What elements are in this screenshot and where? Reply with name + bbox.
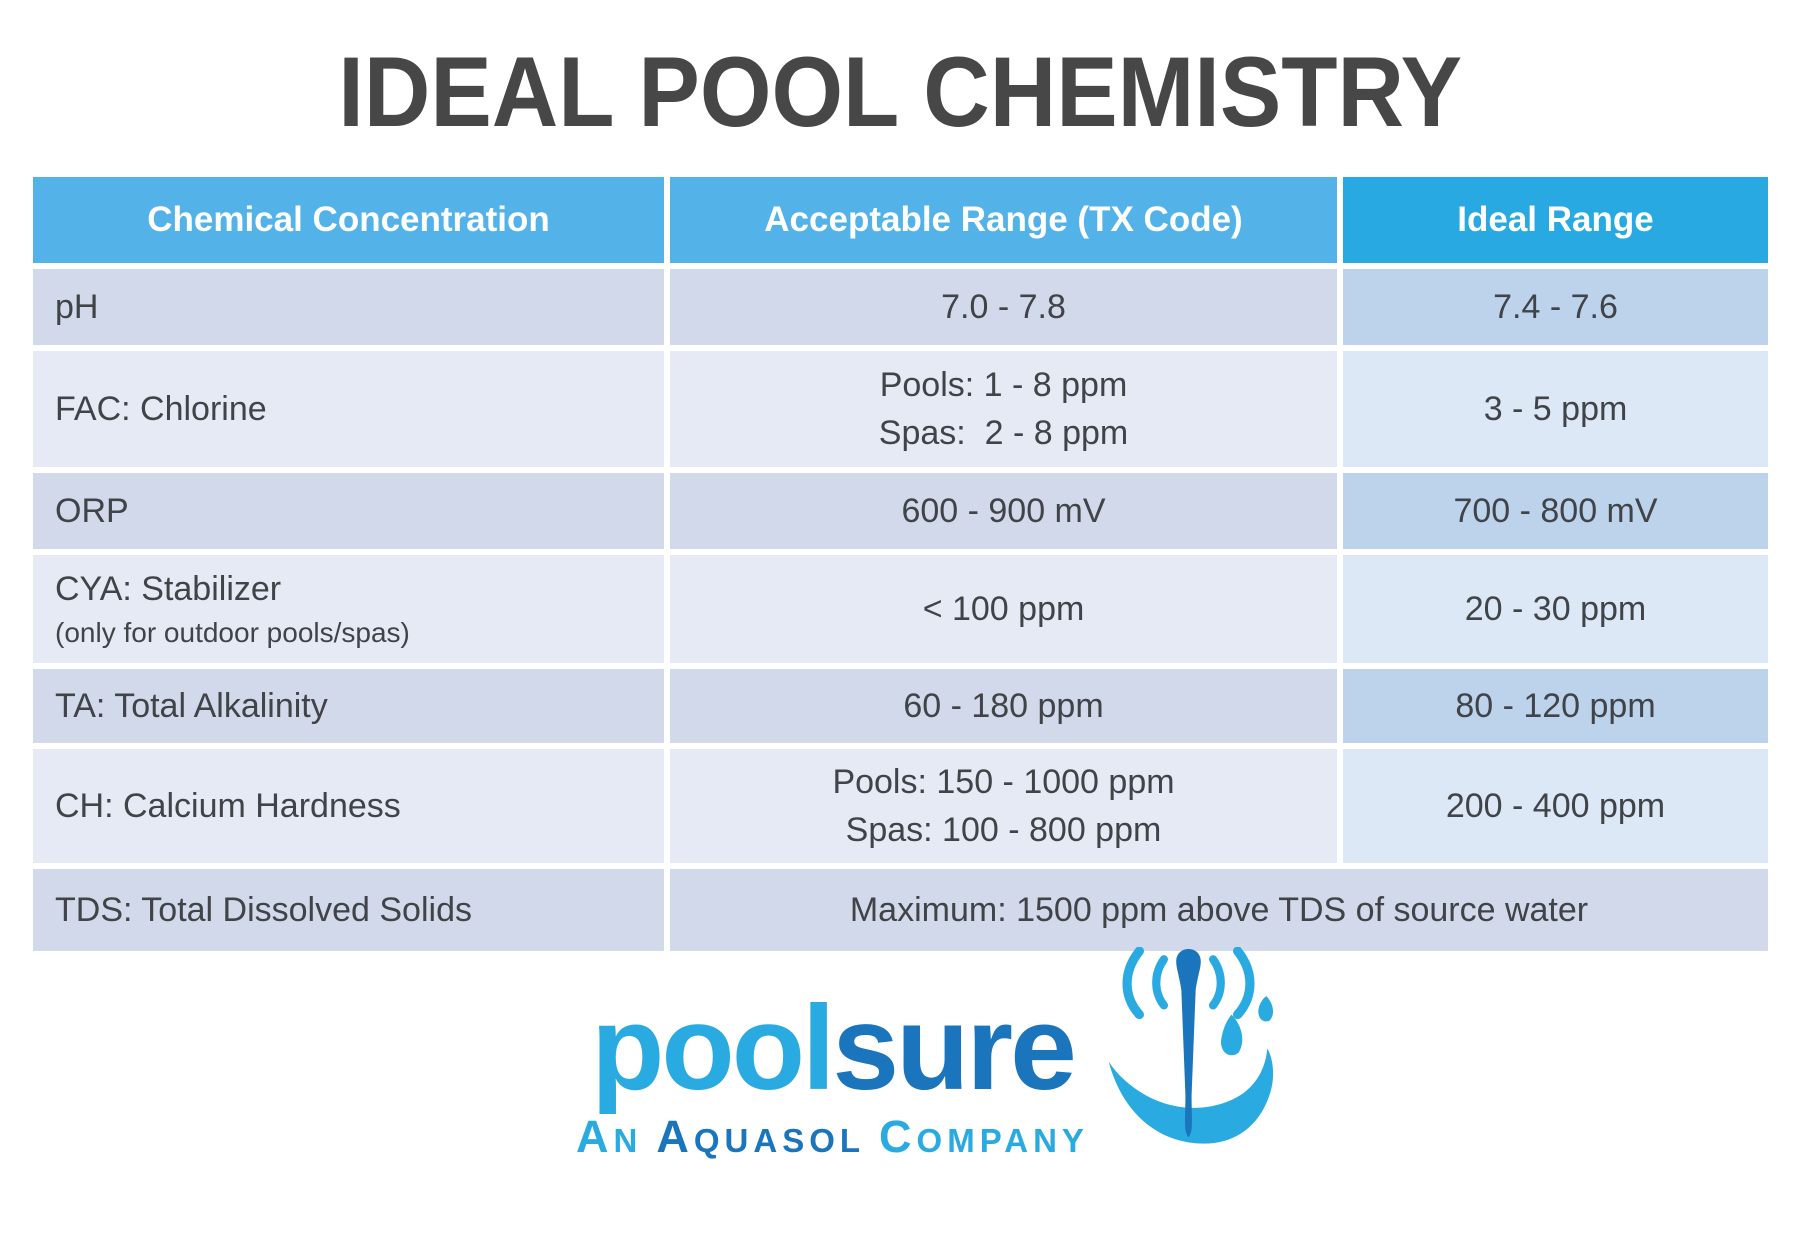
tagline-word: AQUASOL: [656, 1111, 865, 1163]
acceptable-range-line: Spas: 2 - 8 ppm: [878, 414, 1129, 452]
header-cell-3: Ideal Range: [1343, 177, 1768, 263]
chemical-cell: FAC: Chlorine: [33, 351, 664, 467]
logo-tagline: AN AQUASOL COMPANY: [569, 1111, 1096, 1163]
chemical-cell: pH: [33, 269, 664, 345]
chemical-label: TDS: Total Dissolved Solids: [55, 890, 472, 929]
logo-wordmark-sure: sure: [832, 981, 1076, 1115]
chemical-cell: CYA: Stabilizer (only for outdoor pools/s…: [33, 555, 664, 663]
acceptable-range-line: 600 - 900 mV: [901, 491, 1106, 530]
acceptable-range-cell: Pools: 1 - 8 ppm Spas: 2 - 8 ppm: [670, 351, 1337, 467]
chemical-label: CH: Calcium Hardness: [55, 786, 401, 825]
acceptable-range-line: 60 - 180 ppm: [903, 686, 1104, 725]
poolsure-logo: poolsure AN AQUASOL COMPANY: [60, 947, 1800, 1208]
merged-range-cell: Maximum: 1500 ppm above TDS of source wa…: [670, 869, 1768, 951]
header-cell-2: Acceptable Range (TX Code): [670, 177, 1337, 263]
acceptable-range-cell: 7.0 - 7.8: [670, 269, 1337, 345]
water-splash-icon: [1108, 947, 1274, 1144]
chemical-label: TA: Total Alkalinity: [55, 686, 328, 725]
chemical-cell: TA: Total Alkalinity: [33, 669, 664, 743]
ideal-range-cell: 80 - 120 ppm: [1343, 669, 1768, 743]
tagline-word: COMPANY: [879, 1111, 1089, 1163]
test-strip-icon: [1176, 949, 1201, 1138]
ideal-range-cell: 7.4 - 7.6: [1343, 269, 1768, 345]
ideal-range-cell: 20 - 30 ppm: [1343, 555, 1768, 663]
tagline-word-lead: A: [656, 1111, 694, 1163]
splash-swoosh-icon: [1108, 996, 1274, 1144]
chemical-label: ORP: [55, 491, 129, 530]
tagline-word-lead: C: [879, 1111, 917, 1163]
tagline-word-rest: OMPANY: [916, 1122, 1089, 1160]
chemical-label: CYA: Stabilizer: [55, 569, 282, 608]
chemical-cell: ORP: [33, 473, 664, 549]
tagline-word-rest: QUASOL: [693, 1122, 866, 1160]
acceptable-range-cell: Pools: 150 - 1000 ppm Spas: 100 - 800 ppm: [670, 749, 1337, 863]
radiating-arcs-icon: [1122, 947, 1255, 1020]
chemical-cell: TDS: Total Dissolved Solids: [33, 869, 664, 951]
ideal-range-cell: 200 - 400 ppm: [1343, 749, 1768, 863]
logo-wordmark-pool: pool: [591, 981, 835, 1115]
acceptable-range-cell: 60 - 180 ppm: [670, 669, 1337, 743]
chemical-label: FAC: Chlorine: [55, 389, 267, 428]
acceptable-range-line: Pools: 150 - 1000 ppm: [832, 762, 1175, 801]
ideal-range-cell: 3 - 5 ppm: [1343, 351, 1768, 467]
acceptable-range-cell: 600 - 900 mV: [670, 473, 1337, 549]
acceptable-range-line: Spas: 100 - 800 ppm: [845, 811, 1162, 849]
logo-wordmark: poolsure: [569, 988, 1096, 1108]
tagline-word: AN: [576, 1111, 642, 1163]
ideal-range-cell: 700 - 800 mV: [1343, 473, 1768, 549]
page-title: IDEAL POOL CHEMISTRY: [338, 36, 1462, 147]
acceptable-range-line: < 100 ppm: [922, 589, 1085, 628]
tagline-word-lead: A: [576, 1111, 614, 1163]
chemical-label: pH: [55, 287, 99, 326]
acceptable-range-line: 7.0 - 7.8: [941, 287, 1066, 326]
logo-text-block: poolsure AN AQUASOL COMPANY: [569, 988, 1096, 1163]
header-cell-1: Chemical Concentration: [33, 177, 664, 263]
chemical-note: (only for outdoor pools/spas): [55, 617, 410, 649]
acceptable-range-cell: < 100 ppm: [670, 555, 1337, 663]
chemistry-table: Chemical Concentration Acceptable Range (…: [33, 177, 1768, 951]
tagline-word-rest: N: [613, 1122, 643, 1160]
chemical-cell: CH: Calcium Hardness: [33, 749, 664, 863]
acceptable-range-line: Pools: 1 - 8 ppm: [879, 365, 1128, 404]
